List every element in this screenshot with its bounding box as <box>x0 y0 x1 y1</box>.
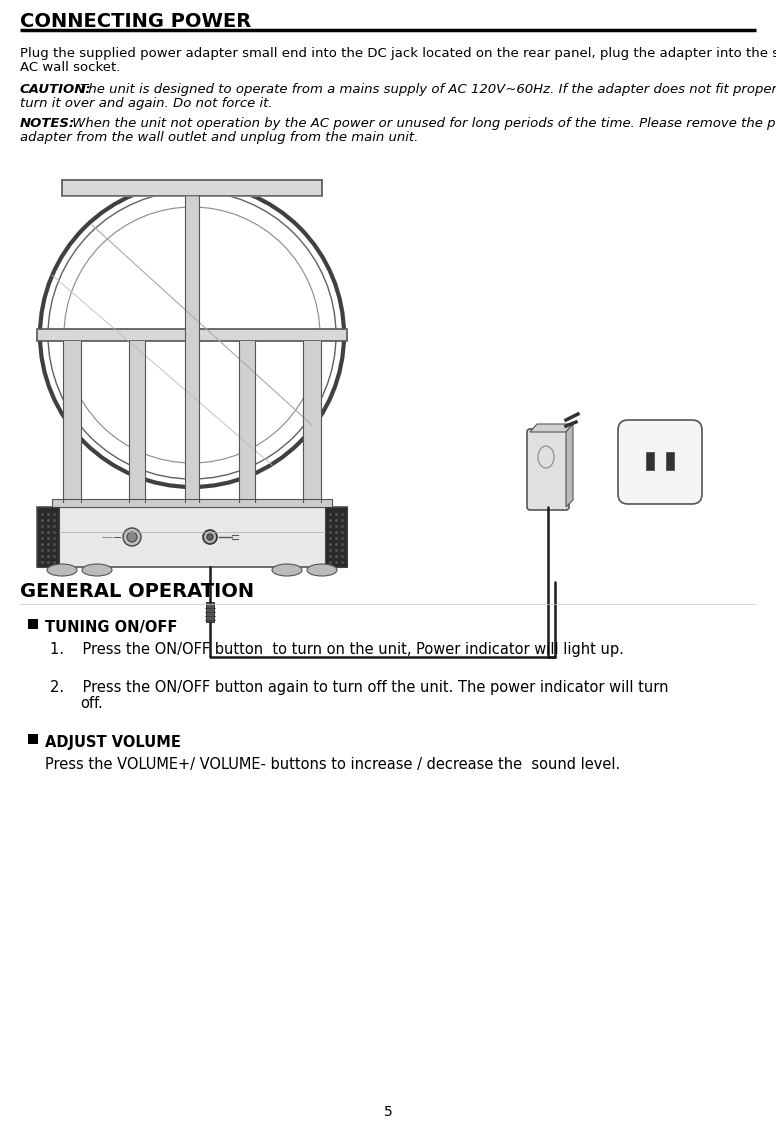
Text: off.: off. <box>80 696 102 711</box>
Text: When the unit not operation by the AC power or unused for long periods of the ti: When the unit not operation by the AC po… <box>68 117 776 130</box>
Bar <box>646 453 654 470</box>
Polygon shape <box>530 424 573 432</box>
Bar <box>52 499 332 507</box>
Circle shape <box>123 528 141 546</box>
Text: 2.    Press the ON/OFF button again to turn off the unit. The power indicator wi: 2. Press the ON/OFF button again to turn… <box>50 680 668 695</box>
Text: Press the VOLUME+/ VOLUME- buttons to increase / decrease the  sound level.: Press the VOLUME+/ VOLUME- buttons to in… <box>45 757 620 772</box>
Ellipse shape <box>47 564 77 576</box>
Text: TUNING ON/OFF: TUNING ON/OFF <box>45 620 178 634</box>
Text: 1.    Press the ON/OFF button  to turn on the unit, Power indicator will light u: 1. Press the ON/OFF button to turn on th… <box>50 642 624 657</box>
Text: 5: 5 <box>383 1105 393 1119</box>
Text: The unit is designed to operate from a mains supply of AC 120V~60Hz. If the adap: The unit is designed to operate from a m… <box>76 83 776 96</box>
Bar <box>28 735 38 744</box>
FancyBboxPatch shape <box>527 429 569 511</box>
Bar <box>28 619 38 629</box>
Bar <box>62 180 322 196</box>
Text: ADJUST VOLUME: ADJUST VOLUME <box>45 735 181 750</box>
Text: turn it over and again. Do not force it.: turn it over and again. Do not force it. <box>20 97 272 110</box>
Text: GENERAL OPERATION: GENERAL OPERATION <box>20 582 254 601</box>
Bar <box>206 601 214 622</box>
Text: adapter from the wall outlet and unplug from the main unit.: adapter from the wall outlet and unplug … <box>20 131 418 144</box>
Circle shape <box>203 530 217 543</box>
Text: AC wall socket.: AC wall socket. <box>20 61 120 74</box>
Bar <box>37 507 59 567</box>
Text: CONNECTING POWER: CONNECTING POWER <box>20 13 251 31</box>
Bar <box>666 453 674 470</box>
Circle shape <box>207 534 213 540</box>
Ellipse shape <box>272 564 302 576</box>
Text: NOTES:: NOTES: <box>20 117 75 130</box>
Text: CAUTION:: CAUTION: <box>20 83 92 96</box>
Bar <box>325 507 347 567</box>
Ellipse shape <box>307 564 337 576</box>
Bar <box>37 507 347 567</box>
Ellipse shape <box>82 564 112 576</box>
Text: Plug the supplied power adapter small end into the DC jack located on the rear p: Plug the supplied power adapter small en… <box>20 47 776 60</box>
Circle shape <box>127 532 137 542</box>
FancyBboxPatch shape <box>618 420 702 504</box>
Bar <box>37 329 347 341</box>
Polygon shape <box>566 424 573 507</box>
